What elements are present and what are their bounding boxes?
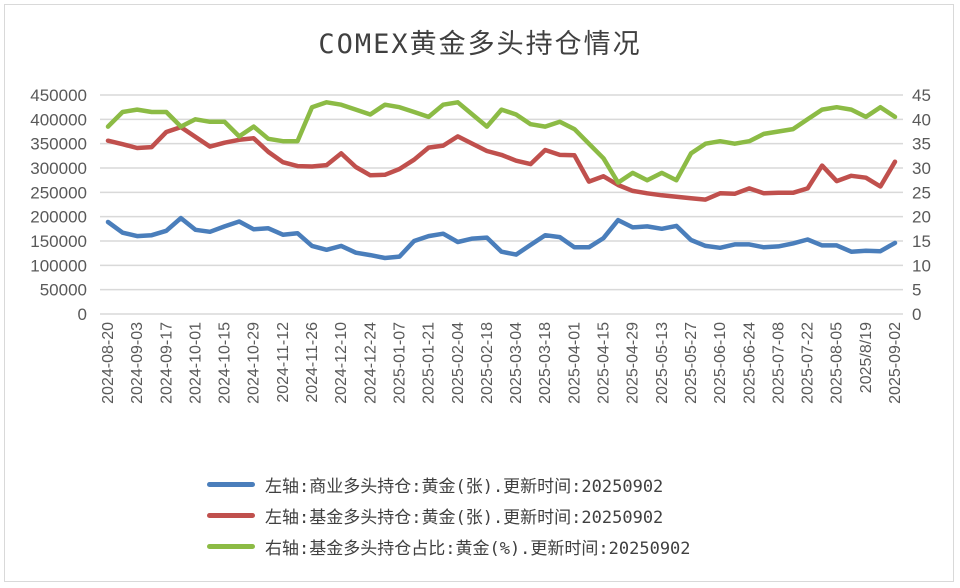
x-tick-label: 2024-11-26 xyxy=(304,322,321,403)
legend-swatch-green xyxy=(207,543,255,549)
left-y-tick: 450000 xyxy=(30,86,87,105)
legend-swatch-blue xyxy=(207,481,255,487)
right-y-tick: 45 xyxy=(912,86,931,105)
x-tick-label: 2025-07-22 xyxy=(800,322,817,404)
x-tick-label: 2025-01-21 xyxy=(421,322,438,404)
x-tick-label: 2025-09-02 xyxy=(887,322,904,404)
x-tick-label: 2024-09-17 xyxy=(158,322,175,404)
legend-swatch-red xyxy=(207,512,255,518)
right-y-axis: 0 5 10 15 20 25 30 35 40 45 xyxy=(912,86,931,324)
left-y-tick: 200000 xyxy=(30,208,87,227)
x-tick-label: 2025-06-10 xyxy=(712,322,729,404)
x-tick-label: 2025-02-04 xyxy=(450,322,467,404)
x-tick-label: 2025-02-18 xyxy=(479,322,496,404)
x-axis: 2024-08-20 2024-09-03 2024-09-17 2024-10-01… xyxy=(100,322,904,404)
left-y-tick: 300000 xyxy=(30,159,87,178)
chart-frame xyxy=(4,4,954,582)
x-tick-label: 2024-12-10 xyxy=(333,322,350,404)
x-tick-label: 2025-05-13 xyxy=(654,322,671,404)
x-tick-label: 2024-10-01 xyxy=(187,322,204,404)
legend-label: 左轴:基金多头持仓:黄金(张).更新时间:20250902 xyxy=(265,507,664,528)
x-tick-label: 2024-09-03 xyxy=(129,322,146,404)
left-y-axis: 0 50000 100000 150000 200000 250000 300000 3500… xyxy=(30,86,87,324)
legend-item-commercial-long: 左轴:商业多头持仓:黄金(张).更新时间:20250902 xyxy=(207,470,691,498)
x-tick-label: 2025-04-01 xyxy=(566,322,583,404)
x-tick-label: 2024-10-29 xyxy=(246,322,263,404)
right-y-tick: 35 xyxy=(912,135,931,154)
left-y-tick: 400000 xyxy=(30,110,87,129)
x-tick-label: 2024-11-12 xyxy=(275,322,292,403)
x-tick-label: 2025-08-05 xyxy=(829,322,846,404)
left-y-tick: 0 xyxy=(78,305,87,324)
x-tick-label: 2024-12-24 xyxy=(362,322,379,404)
right-y-tick: 15 xyxy=(912,232,931,251)
left-y-tick: 350000 xyxy=(30,135,87,154)
right-y-tick: 0 xyxy=(912,305,921,324)
x-tick-label: 2024-10-15 xyxy=(217,322,234,404)
x-tick-label: 2025-06-24 xyxy=(741,322,758,404)
right-y-tick: 5 xyxy=(912,281,921,300)
x-tick-label: 2025-01-07 xyxy=(391,322,408,404)
series-line-0 xyxy=(105,215,898,261)
right-y-tick: 40 xyxy=(912,110,931,129)
x-tick-label: 2025-07-08 xyxy=(770,322,787,404)
x-tick-label: 2025-04-15 xyxy=(596,322,613,404)
right-y-tick: 30 xyxy=(912,159,931,178)
left-y-tick: 150000 xyxy=(30,232,87,251)
x-tick-label: 2025/8/19 xyxy=(858,322,875,393)
left-y-tick: 50000 xyxy=(40,281,87,300)
legend-item-fund-long: 左轴:基金多头持仓:黄金(张).更新时间:20250902 xyxy=(207,501,691,529)
left-y-tick: 250000 xyxy=(30,183,87,202)
legend-item-fund-long-share: 右轴:基金多头持仓占比:黄金(%).更新时间:20250902 xyxy=(207,532,691,560)
legend: 左轴:商业多头持仓:黄金(张).更新时间:20250902 左轴:基金多头持仓:… xyxy=(207,470,691,563)
right-y-tick: 10 xyxy=(912,256,931,275)
right-y-tick: 20 xyxy=(912,208,931,227)
x-tick-label: 2025-05-27 xyxy=(683,322,700,404)
gridlines xyxy=(100,94,903,315)
legend-label: 左轴:商业多头持仓:黄金(张).更新时间:20250902 xyxy=(265,476,664,497)
legend-label: 右轴:基金多头持仓占比:黄金(%).更新时间:20250902 xyxy=(265,538,691,559)
x-tick-label: 2025-03-04 xyxy=(508,322,525,404)
x-tick-label: 2025-03-18 xyxy=(537,322,554,404)
right-y-tick: 25 xyxy=(912,183,931,202)
x-tick-label: 2025-04-29 xyxy=(625,322,642,404)
x-tick-label: 2024-08-20 xyxy=(100,322,117,404)
series-line-2 xyxy=(105,100,898,185)
series-lines xyxy=(105,100,898,261)
series-line-1 xyxy=(105,124,898,202)
chart-title: COMEX黄金多头持仓情况 xyxy=(318,29,642,60)
left-y-tick: 100000 xyxy=(30,256,87,275)
